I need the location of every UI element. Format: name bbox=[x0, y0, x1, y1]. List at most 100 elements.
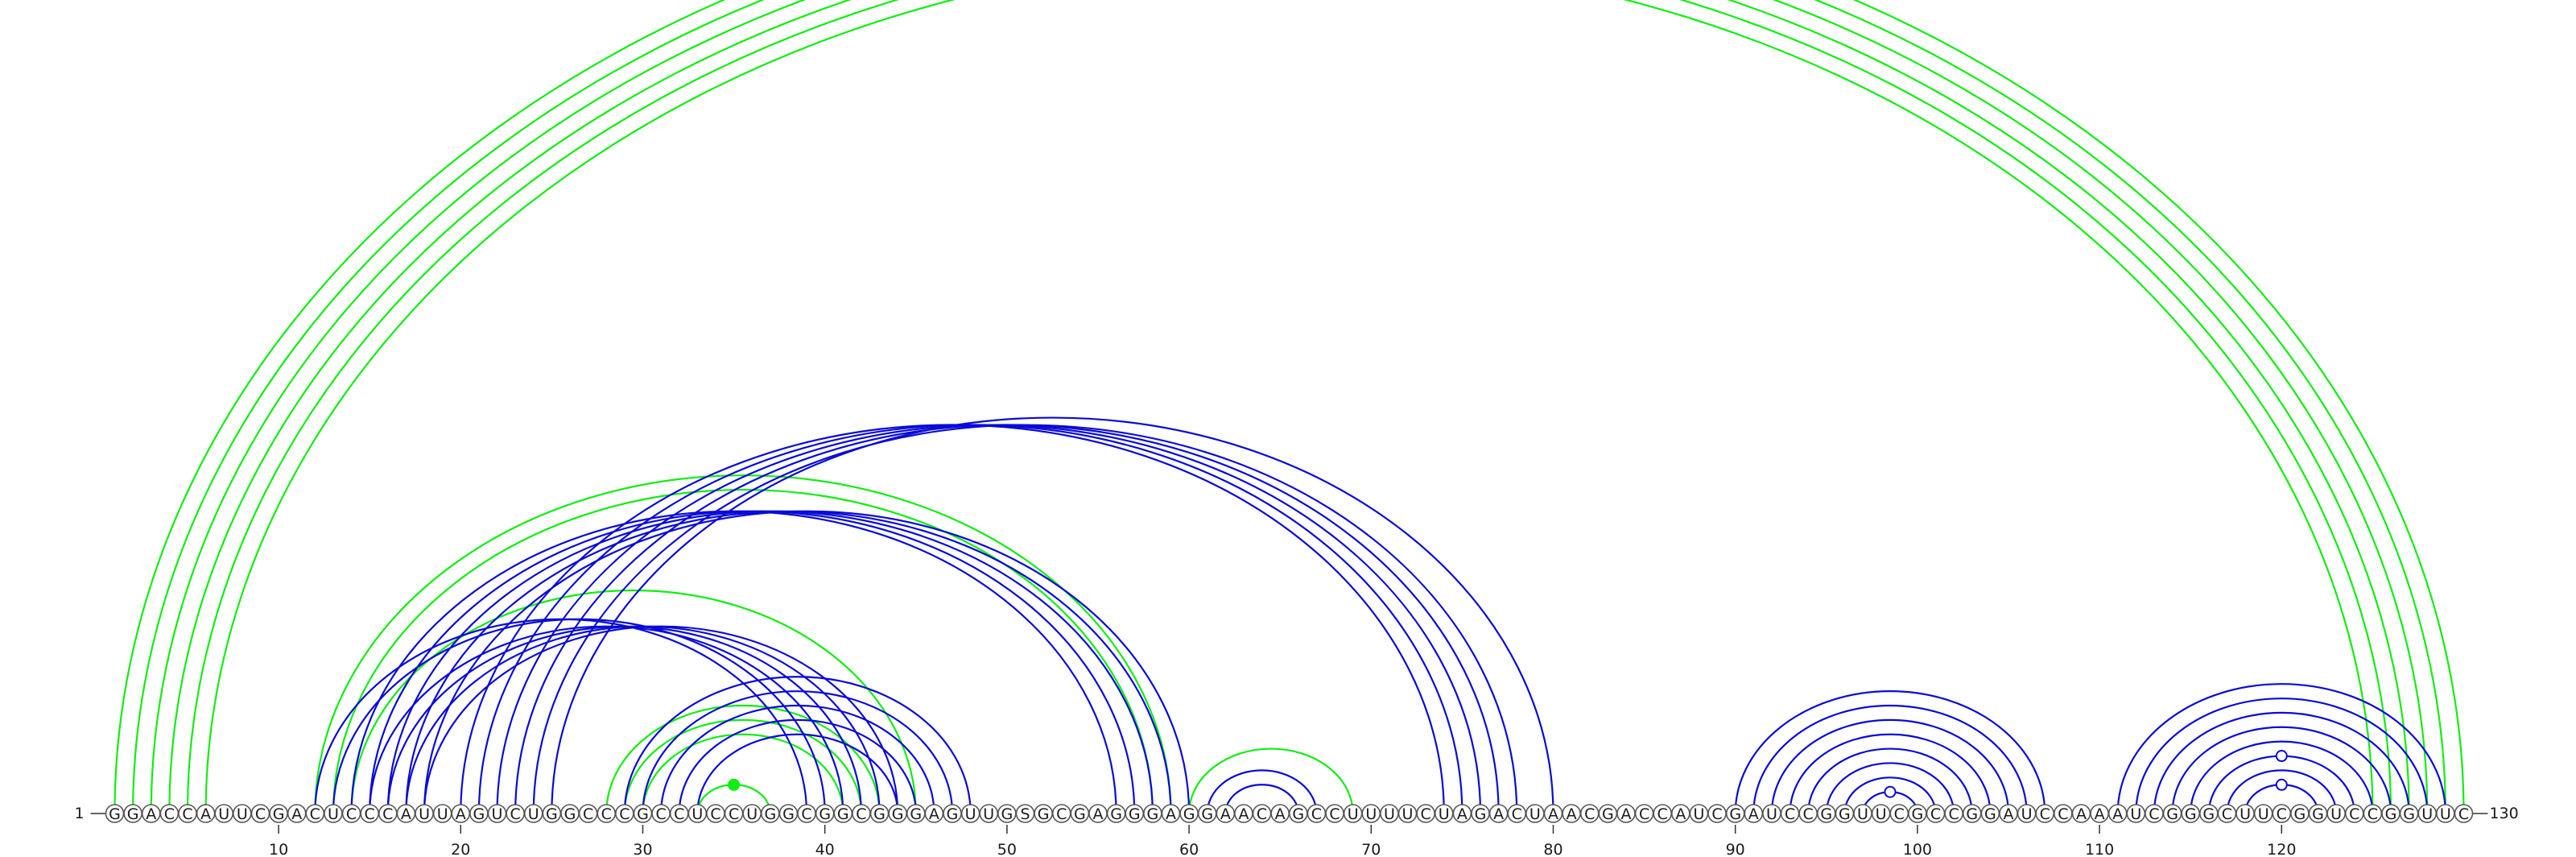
nucleotide-52: G bbox=[1034, 804, 1053, 823]
nucleotide-73: C bbox=[1416, 804, 1435, 823]
nucleotide-letter: C bbox=[601, 805, 612, 823]
nucleotide-2: G bbox=[123, 804, 142, 823]
nucleotide-106: U bbox=[2017, 804, 2037, 823]
arc-marker-97-100 bbox=[1884, 785, 1897, 798]
nucleotide-93: C bbox=[1780, 804, 1800, 823]
nucleotide-5: C bbox=[178, 804, 197, 823]
nucleotide-72: U bbox=[1397, 804, 1418, 823]
nucleotide-53: C bbox=[1051, 804, 1071, 823]
blue-arc-30-47 bbox=[642, 690, 954, 814]
nucleotide-letter: G bbox=[2166, 805, 2178, 823]
nucleotide-letter: U bbox=[2130, 805, 2141, 823]
nucleotide-letter: G bbox=[1201, 805, 1213, 823]
nucleotide-46: A bbox=[924, 804, 944, 823]
nucleotide-98: U bbox=[1871, 804, 1891, 823]
nucleotide-letter: A bbox=[2003, 805, 2013, 823]
nucleotide-83: G bbox=[1598, 804, 1618, 823]
nucleotide-letter: G bbox=[2202, 805, 2215, 823]
nucleotide-letter: U bbox=[328, 805, 339, 823]
nucleotide-31: C bbox=[651, 804, 671, 823]
nucleotide-114: G bbox=[2162, 804, 2182, 823]
nucleotide-15: C bbox=[360, 804, 379, 823]
nucleotide-letter: C bbox=[382, 805, 393, 823]
green-arc-60-69 bbox=[1187, 747, 1354, 814]
nucleotide-50: G bbox=[997, 804, 1017, 823]
nucleotide-letter: A bbox=[1620, 805, 1631, 823]
green-arc-14-45 bbox=[350, 589, 917, 814]
nucleotide-79: U bbox=[1525, 804, 1545, 823]
nucleotide-letter: C bbox=[1711, 805, 1722, 823]
nucleotide-letter: C bbox=[2277, 805, 2287, 823]
nucleotide-letter: G bbox=[1292, 805, 1304, 823]
nucleotide-96: G bbox=[1835, 804, 1855, 823]
nucleotide-letter: A bbox=[929, 805, 939, 823]
nucleotide-24: U bbox=[523, 804, 543, 823]
nucleotide-26: G bbox=[560, 804, 580, 823]
nucleotide-111: A bbox=[2107, 804, 2128, 823]
nucleotide-39: C bbox=[797, 804, 816, 823]
green-arc-5-126 bbox=[186, 0, 2392, 814]
tick-label-50: 50 bbox=[997, 841, 1017, 857]
nucleotide-67: C bbox=[1307, 804, 1327, 823]
nucleotide-65: A bbox=[1270, 804, 1290, 823]
nucleotide-letter: G bbox=[910, 805, 922, 823]
nucleotide-30: G bbox=[633, 804, 653, 823]
nucleotide-54: G bbox=[1070, 804, 1090, 823]
nucleotide-74: U bbox=[1434, 804, 1454, 823]
nucleotide-16: C bbox=[378, 804, 398, 823]
nucleotide-letter: C bbox=[346, 805, 357, 823]
nucleotide-letter: A bbox=[2112, 805, 2123, 823]
nucleotide-90: G bbox=[1725, 804, 1745, 823]
nucleotide-49: U bbox=[979, 804, 999, 823]
nucleotide-104: G bbox=[1980, 804, 2000, 823]
nucleotide-61: G bbox=[1197, 804, 1217, 823]
nucleotide-letter: S bbox=[1020, 805, 1030, 823]
nucleotide-letter: U bbox=[1348, 805, 1359, 823]
nucleotide-letter: C bbox=[1512, 805, 1522, 823]
nucleotide-letter: C bbox=[1657, 805, 1668, 823]
nucleotide-3: A bbox=[141, 804, 161, 823]
nucleotide-letter: G bbox=[2385, 805, 2397, 823]
nucleotide-42: C bbox=[852, 804, 871, 823]
nucleotide-letter: A bbox=[1166, 805, 1176, 823]
nucleotide-117: C bbox=[2217, 804, 2237, 823]
nucleotide-85: C bbox=[1634, 804, 1654, 823]
nucleotide-100: G bbox=[1908, 804, 1927, 823]
nucleotide-21: G bbox=[469, 804, 489, 823]
nucleotide-letter: C bbox=[2368, 805, 2378, 823]
nucleotide-letter: C bbox=[2040, 805, 2050, 823]
nucleotide-letter: C bbox=[310, 805, 320, 823]
nucleotide-letter: G bbox=[2185, 805, 2197, 823]
nucleotide-103: G bbox=[1962, 804, 1982, 823]
blue-arc-15-41 bbox=[369, 625, 844, 814]
nucleotide-123: U bbox=[2326, 804, 2346, 823]
arc-marker-116-124 bbox=[2275, 750, 2288, 763]
nucleotide-60: G bbox=[1179, 804, 1199, 823]
nucleotide-84: A bbox=[1616, 804, 1636, 823]
nucleotide-letter: G bbox=[1984, 805, 1996, 823]
nucleotide-41: G bbox=[833, 804, 853, 823]
tick-label-80: 80 bbox=[1543, 841, 1563, 857]
nucleotide-38: G bbox=[778, 804, 799, 823]
nucleotide-letter: U bbox=[1857, 805, 1868, 823]
nucleotide-23: C bbox=[506, 804, 525, 823]
nucleotide-letter: G bbox=[1074, 805, 1086, 823]
nucleotide-110: A bbox=[2090, 804, 2109, 823]
nucleotide-letter: U bbox=[1876, 805, 1887, 823]
nucleotide-88: U bbox=[1689, 804, 1709, 823]
blue-arc-62-66 bbox=[1224, 784, 1299, 814]
tick-label-90: 90 bbox=[1726, 841, 1745, 857]
nucleotide-letter: G bbox=[109, 805, 121, 823]
nucleotide-letter: G bbox=[1729, 805, 1741, 823]
nucleotide-letter: A bbox=[1457, 805, 1468, 823]
nucleotide-letter: A bbox=[1238, 805, 1249, 823]
nucleotide-81: A bbox=[1562, 804, 1581, 823]
blue-arc-91-106 bbox=[1752, 704, 2028, 814]
nucleotide-letter: A bbox=[146, 805, 156, 823]
blue-arc-29-48 bbox=[623, 676, 972, 814]
nucleotide-1: G bbox=[105, 804, 125, 823]
nucleotide-letter: G bbox=[2403, 805, 2415, 823]
nucleotide-59: A bbox=[1161, 804, 1181, 823]
nucleotide-letter: G bbox=[1183, 805, 1195, 823]
nucleotide-letter: A bbox=[1220, 805, 1231, 823]
